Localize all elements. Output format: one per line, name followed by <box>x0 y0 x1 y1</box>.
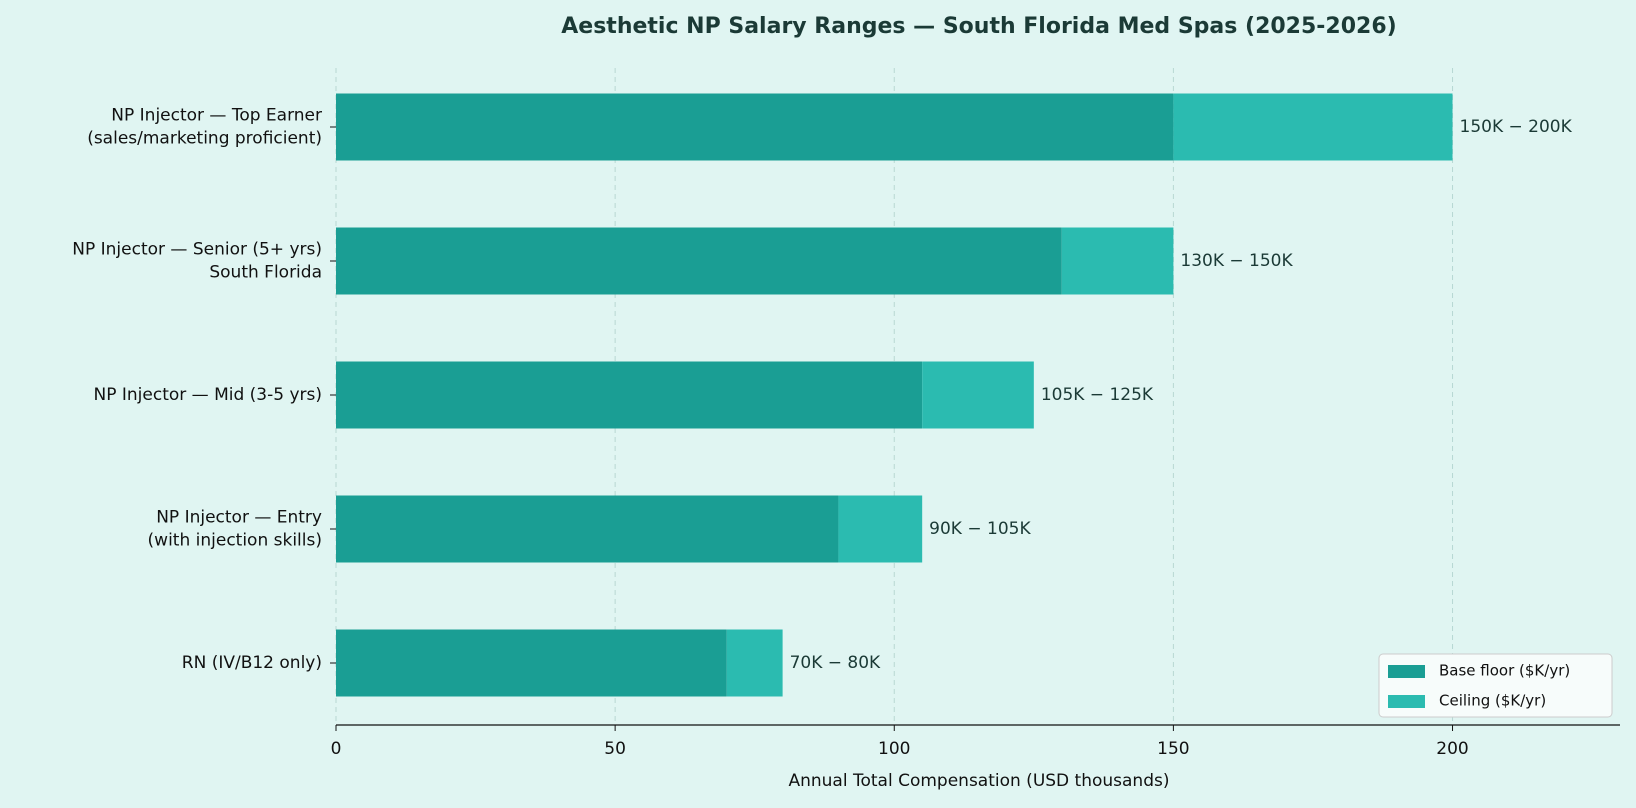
y-tick-label: NP Injector — Top Earner (sales/marketing… <box>87 106 322 149</box>
legend <box>1378 653 1613 718</box>
x-tick-label: 50 <box>604 739 626 759</box>
bar-segment <box>336 495 839 563</box>
y-tick-label: NP Injector — Entry (with injection skill… <box>148 508 322 551</box>
chart-title: Aesthetic NP Salary Ranges — South Flori… <box>561 14 1396 39</box>
bar-segment <box>336 629 727 697</box>
x-tick-label: 200 <box>1436 739 1468 759</box>
bar-segment <box>336 361 923 429</box>
bar-segment <box>726 629 783 697</box>
legend-swatch <box>1388 695 1425 708</box>
range-label: 90K − 105K <box>929 519 1031 539</box>
range-label: 130K − 150K <box>1180 251 1293 271</box>
x-tick-label: 100 <box>878 739 910 759</box>
legend-label: Base floor ($K/yr) <box>1439 662 1570 680</box>
bar-segment <box>1173 93 1453 161</box>
legend-swatch <box>1388 665 1425 678</box>
range-label: 105K − 125K <box>1041 385 1154 405</box>
x-tick-label: 150 <box>1157 739 1189 759</box>
x-tick-label: 0 <box>331 739 342 759</box>
range-label: 70K − 80K <box>790 653 881 673</box>
bar-segment <box>336 93 1174 161</box>
x-axis-label: Annual Total Compensation (USD thousands… <box>788 771 1169 791</box>
legend-label: Ceiling ($K/yr) <box>1439 692 1546 710</box>
range-label: 150K − 200K <box>1460 117 1573 137</box>
y-tick-label: RN (IV/B12 only) <box>182 653 322 673</box>
bar-segment <box>336 227 1062 295</box>
bar-segment <box>1061 227 1174 295</box>
bar-segment <box>838 495 923 563</box>
y-tick-label: NP Injector — Mid (3-5 yrs) <box>94 385 322 405</box>
y-tick-label: NP Injector — Senior (5+ yrs) South Flori… <box>72 240 322 283</box>
bar-segment <box>922 361 1034 429</box>
